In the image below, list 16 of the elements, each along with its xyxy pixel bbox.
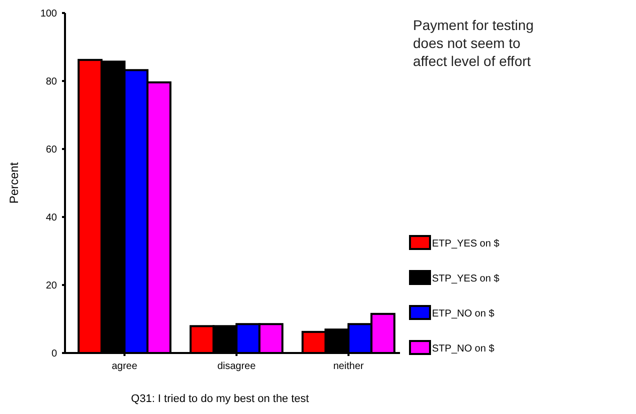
legend-label: ETP_NO on $ <box>432 308 495 320</box>
legend-label: STP_YES on $ <box>432 274 500 284</box>
x-axis-title: Q31: I tried to do my best on the test <box>131 393 309 405</box>
y-tick-label: 100 <box>40 8 58 20</box>
y-tick-label: 40 <box>46 212 58 224</box>
y-tick-label: 0 <box>51 348 58 360</box>
legend-label: STP_NO on $ <box>432 344 495 354</box>
legend-label: ETP_YES on $ <box>432 238 500 250</box>
x-tick-label: disagree <box>217 361 256 372</box>
y-tick-label: 80 <box>46 76 58 88</box>
text: Payment for testing does not seem to affect level of effort <box>413 17 534 69</box>
y-tick-label: 60 <box>46 144 58 156</box>
x-tick-label: agree <box>112 361 138 372</box>
y-tick-label: 20 <box>46 280 58 292</box>
x-tick-label: neither <box>333 361 364 372</box>
y-axis-title: Percent <box>7 162 21 204</box>
